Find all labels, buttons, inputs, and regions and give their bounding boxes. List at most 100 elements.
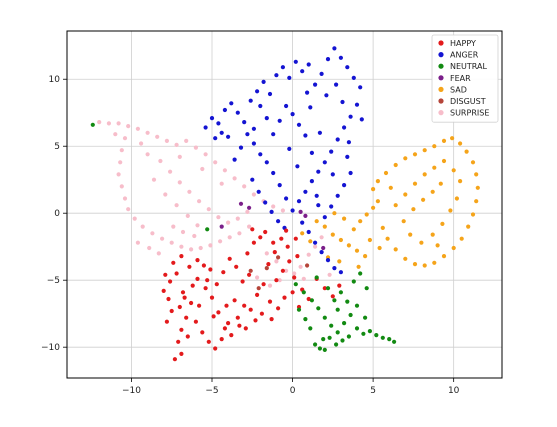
point-happy: [201, 263, 206, 268]
point-anger: [287, 75, 292, 80]
point-disgust: [264, 266, 269, 271]
point-happy: [287, 259, 292, 264]
point-surprise: [235, 216, 240, 221]
point-anger: [229, 101, 234, 106]
point-happy: [195, 258, 200, 263]
point-surprise: [192, 233, 197, 239]
point-happy: [216, 310, 221, 315]
point-surprise: [180, 229, 186, 235]
point-happy: [200, 330, 205, 335]
point-happy: [206, 339, 211, 344]
point-happy: [205, 278, 210, 283]
point-neutral: [354, 326, 360, 331]
point-happy: [253, 318, 258, 323]
point-sad: [440, 221, 445, 226]
point-surprise: [174, 203, 179, 208]
point-sad: [422, 148, 427, 153]
point-happy: [193, 319, 198, 324]
point-anger: [338, 270, 343, 275]
point-neutral: [334, 342, 339, 347]
point-neutral: [335, 330, 340, 335]
point-sad: [432, 260, 437, 265]
point-happy: [279, 236, 284, 241]
point-happy: [242, 303, 247, 308]
y-tick-label: 0: [54, 209, 60, 219]
point-surprise: [280, 208, 285, 213]
point-happy: [209, 295, 215, 300]
y-tick-label: 5: [54, 142, 60, 152]
point-surprise: [242, 184, 247, 189]
point-neutral: [301, 290, 306, 295]
point-anger: [284, 196, 289, 201]
point-anger: [303, 133, 308, 138]
point-anger: [276, 219, 281, 224]
point-happy: [285, 244, 290, 249]
point-neutral: [205, 227, 210, 232]
point-happy: [197, 303, 202, 308]
point-surprise: [255, 275, 260, 280]
point-sad: [337, 259, 342, 264]
point-happy: [280, 268, 285, 273]
point-surprise: [218, 239, 223, 244]
point-fear: [321, 245, 326, 251]
point-sad: [346, 243, 351, 248]
point-sad: [430, 189, 435, 194]
point-anger: [280, 65, 285, 70]
legend-marker: [438, 63, 444, 69]
point-happy: [271, 240, 276, 245]
point-surprise: [122, 196, 128, 201]
point-sad: [403, 192, 408, 197]
point-anger: [258, 152, 263, 157]
point-happy: [330, 294, 335, 299]
point-anger: [263, 200, 268, 205]
point-anger: [342, 125, 347, 130]
point-surprise: [208, 243, 213, 248]
point-surprise: [319, 235, 324, 240]
point-neutral: [308, 326, 313, 331]
point-happy: [161, 288, 166, 293]
point-anger: [332, 266, 337, 271]
point-surprise: [150, 231, 155, 236]
point-surprise: [160, 236, 165, 241]
point-surprise: [197, 199, 202, 204]
point-neutral: [314, 275, 319, 280]
point-neutral: [340, 338, 345, 343]
point-anger: [235, 110, 240, 115]
point-neutral: [90, 122, 95, 127]
point-happy: [272, 250, 277, 255]
point-sad: [358, 219, 363, 224]
point-surprise: [164, 138, 169, 143]
point-anger: [296, 122, 302, 127]
point-surprise: [132, 216, 137, 221]
plot-frame-background: [67, 31, 502, 378]
point-happy: [227, 256, 232, 261]
point-anger: [251, 141, 256, 146]
point-sad: [432, 144, 437, 149]
point-neutral: [293, 282, 298, 287]
point-happy: [243, 326, 248, 331]
point-fear: [238, 201, 244, 206]
point-sad: [338, 237, 343, 243]
point-surprise: [301, 276, 306, 281]
point-surprise: [203, 152, 208, 157]
point-disgust: [305, 263, 310, 268]
point-surprise: [264, 251, 269, 256]
point-neutral: [335, 307, 340, 312]
point-sad: [383, 170, 389, 176]
point-anger: [338, 55, 343, 60]
legend-label: NEUTRAL: [450, 62, 487, 71]
point-surprise: [245, 209, 250, 214]
point-neutral: [392, 339, 397, 344]
point-sad: [371, 187, 376, 192]
point-neutral: [345, 299, 350, 304]
point-surprise: [163, 192, 168, 197]
point-anger: [300, 220, 305, 225]
point-anger: [330, 172, 335, 177]
point-surprise: [179, 244, 184, 249]
point-sad: [314, 219, 319, 224]
point-sad: [380, 225, 385, 230]
point-surprise: [277, 278, 282, 283]
point-sad: [393, 203, 398, 208]
legend-marker: [438, 52, 444, 58]
